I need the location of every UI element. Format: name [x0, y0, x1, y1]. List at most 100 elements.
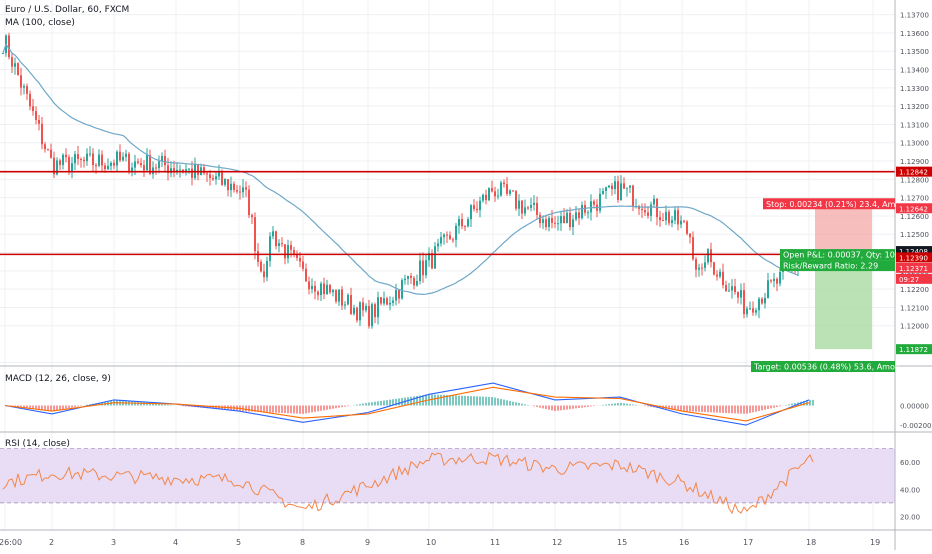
- price-tick-label: 1.13200: [900, 103, 929, 111]
- time-tick-label: 10: [426, 538, 436, 547]
- candle-body: [365, 306, 367, 311]
- candle-body: [638, 205, 640, 209]
- candle-body: [62, 154, 64, 165]
- candle-body: [191, 168, 193, 178]
- candle-body: [482, 194, 484, 201]
- candle-body: [641, 208, 643, 211]
- candle-body: [449, 235, 451, 240]
- ma-legend[interactable]: MA (100, close): [5, 18, 75, 28]
- symbol-title[interactable]: Euro / U.S. Dollar, 60, FXCM: [5, 5, 130, 15]
- candle-body: [461, 218, 463, 227]
- candle-body: [197, 164, 199, 176]
- candle-body: [521, 200, 523, 214]
- candle-body: [404, 278, 406, 281]
- price-tag-text: 1.12371: [899, 265, 928, 273]
- candle-body: [545, 219, 547, 228]
- candle-body: [167, 165, 169, 174]
- price-tag-resistance: 1.12842: [896, 166, 932, 177]
- candle-body: [764, 297, 766, 304]
- candle-body: [65, 154, 67, 158]
- candle-body: [53, 157, 55, 175]
- candle-body: [263, 271, 265, 278]
- price-tag-target: 1.11872: [896, 344, 932, 355]
- candle-body: [605, 187, 607, 191]
- time-axis[interactable]: 26:00 2 3 4 5 8 9 10 11 12 15 16 17 18 19: [0, 538, 880, 547]
- candle-body: [206, 173, 208, 175]
- candle-body: [440, 237, 442, 244]
- price-tag-text: 1.11872: [899, 346, 928, 354]
- candle-body: [722, 271, 724, 286]
- candle-body: [227, 179, 229, 191]
- candle-body: [137, 161, 139, 163]
- macd-legend[interactable]: MACD (12, 26, close, 9): [5, 374, 111, 384]
- candle-body: [287, 245, 289, 259]
- price-tick-label: 1.13100: [900, 121, 929, 129]
- stop-zone: [815, 208, 872, 252]
- candle-body: [323, 283, 325, 294]
- candle-body: [269, 236, 271, 261]
- candle-body: [218, 171, 220, 177]
- candle-body: [302, 261, 304, 269]
- candle-body: [734, 286, 736, 293]
- price-tag-box: [896, 262, 932, 273]
- candle-body: [119, 151, 121, 161]
- candle-body: [728, 290, 730, 292]
- candle-body: [497, 195, 499, 197]
- rsi-legend[interactable]: RSI (14, close): [5, 439, 70, 449]
- candle-body: [116, 151, 118, 166]
- candle-body: [149, 154, 151, 175]
- position-labels[interactable]: Stop: 0.00234 (0.21%) 23.4, Amou Open P&L…: [751, 198, 905, 372]
- candle-body: [308, 281, 310, 290]
- candle-body: [398, 289, 400, 299]
- candle-body: [431, 253, 433, 269]
- candle-body: [299, 257, 301, 262]
- candle-body: [314, 285, 316, 292]
- candle-body: [212, 178, 214, 180]
- ma-line: [2, 42, 799, 296]
- candle-body: [107, 165, 109, 170]
- candle-body: [143, 165, 145, 171]
- price-tag-box: [896, 203, 932, 214]
- candle-body: [32, 106, 34, 112]
- candle-body: [317, 291, 319, 296]
- time-tick-label: 19: [870, 538, 880, 547]
- candle-body: [743, 290, 745, 315]
- stop-label-text: Stop: 0.00234 (0.21%) 23.4, Amou: [766, 200, 905, 209]
- candle-body: [464, 226, 466, 228]
- candle-body: [671, 220, 673, 224]
- candle-body: [548, 217, 550, 228]
- time-tick-label: 15: [617, 538, 627, 547]
- candle-body: [101, 154, 103, 166]
- candle-body: [155, 167, 157, 169]
- price-tag-box: [896, 344, 932, 355]
- candle-body: [767, 280, 769, 298]
- candle-body: [563, 216, 565, 224]
- candle-body: [125, 153, 127, 157]
- candle-body: [230, 183, 232, 191]
- candle-body: [422, 260, 424, 276]
- candle-body: [386, 298, 388, 305]
- candle-body: [758, 298, 760, 311]
- candle-body: [668, 211, 670, 224]
- candle-body: [632, 185, 634, 207]
- target-label[interactable]: Target: 0.00536 (0.48%) 53.6, Amou: [751, 361, 900, 372]
- candle-body: [707, 249, 709, 263]
- stop-label[interactable]: Stop: 0.00234 (0.21%) 23.4, Amou: [763, 198, 905, 210]
- candle-body: [467, 219, 469, 227]
- time-tick-label: 9: [365, 538, 370, 547]
- candle-body: [485, 194, 487, 201]
- rr-label-text: Risk/Reward Ratio: 2.29: [783, 262, 878, 271]
- candle-body: [293, 249, 295, 254]
- pnl-label[interactable]: Open P&L: 0.00037, Qty: 1064: [780, 249, 905, 261]
- candle-body: [608, 185, 610, 188]
- candle-body: [56, 160, 58, 175]
- time-tick-label: 3: [111, 538, 116, 547]
- price-tick-label: 1.12500: [900, 231, 929, 239]
- rr-label[interactable]: Risk/Reward Ratio: 2.29: [780, 260, 895, 272]
- candle-body: [662, 220, 664, 222]
- price-tag-box: [896, 246, 932, 257]
- price-tag-countdown: 09:27: [896, 273, 932, 284]
- candle-body: [170, 168, 172, 174]
- candle-body: [659, 217, 661, 221]
